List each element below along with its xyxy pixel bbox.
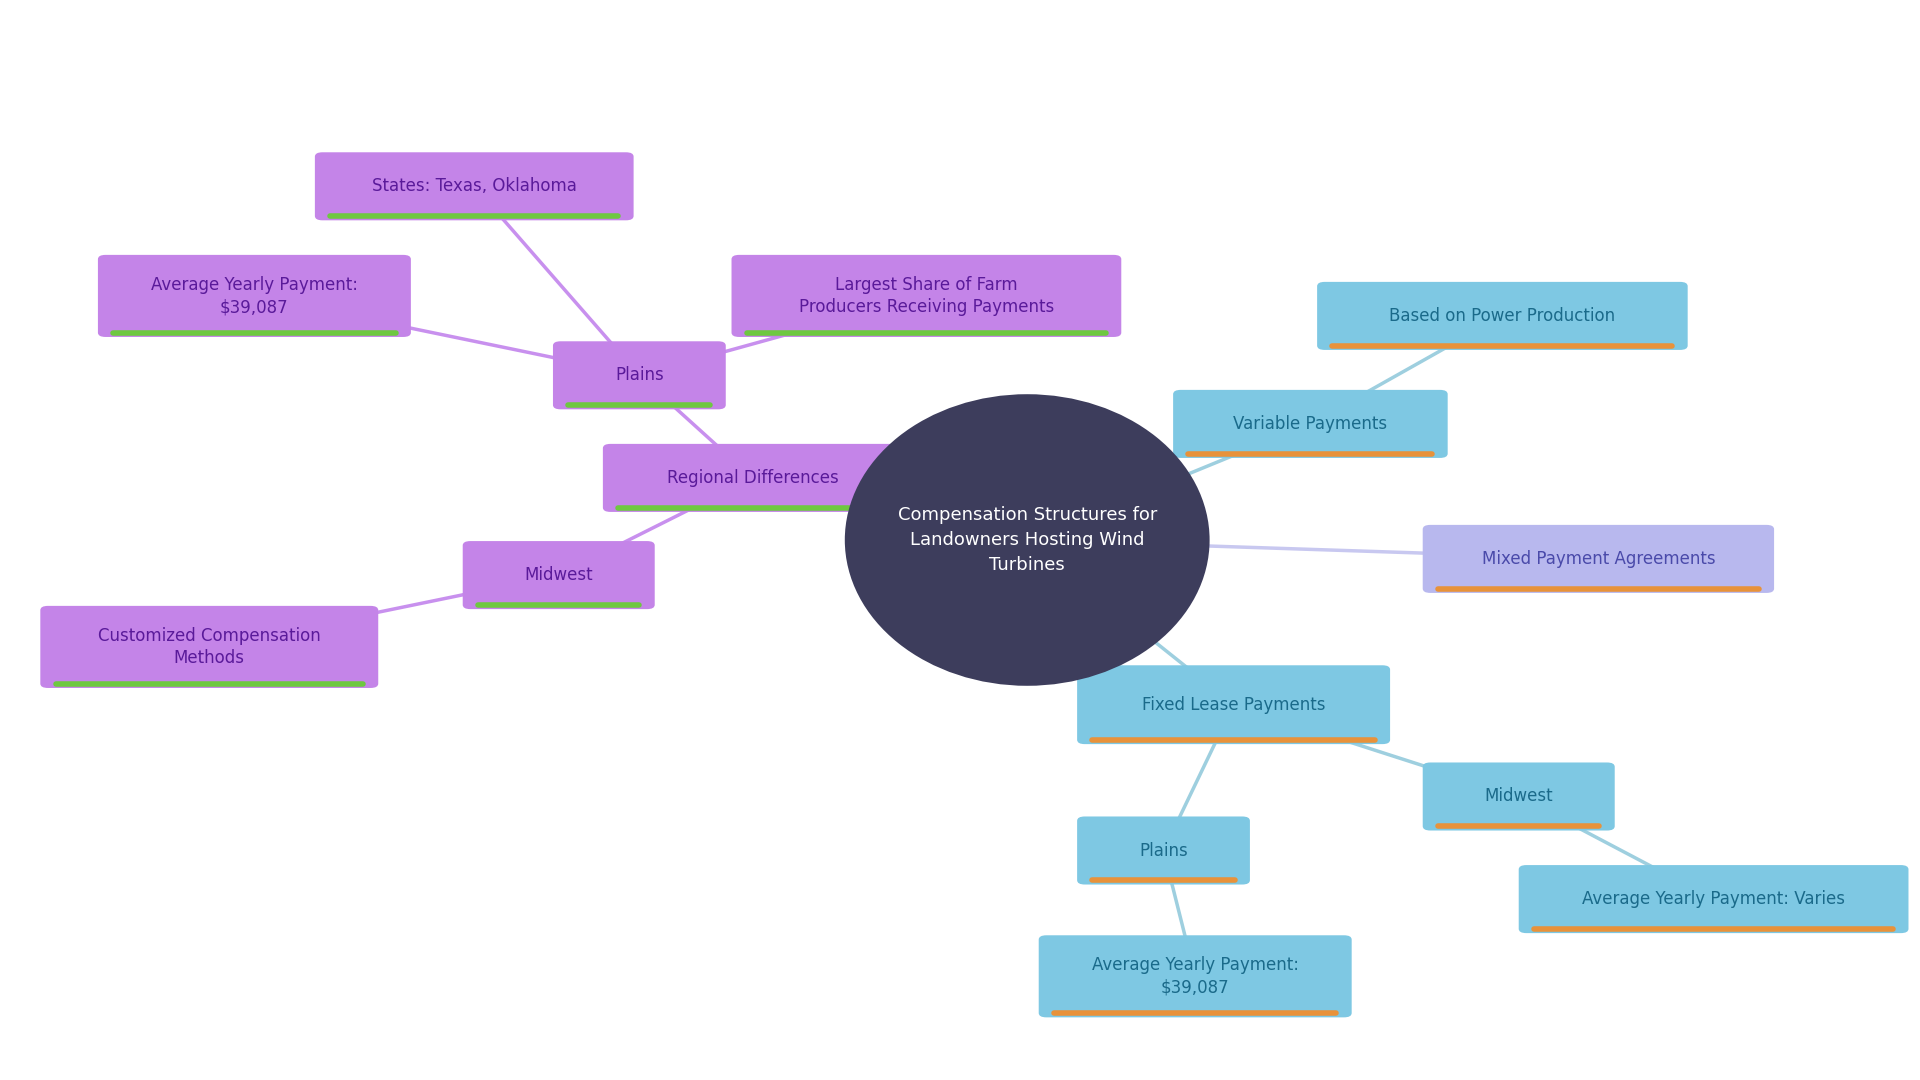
Text: Midwest: Midwest xyxy=(1484,787,1553,806)
Text: Regional Differences: Regional Differences xyxy=(666,469,839,487)
Text: Compensation Structures for
Landowners Hosting Wind
Turbines: Compensation Structures for Landowners H… xyxy=(897,507,1158,573)
Text: Midwest: Midwest xyxy=(524,566,593,584)
FancyBboxPatch shape xyxy=(1519,865,1908,933)
FancyBboxPatch shape xyxy=(40,606,378,688)
FancyBboxPatch shape xyxy=(1173,390,1448,458)
Text: Variable Payments: Variable Payments xyxy=(1233,415,1388,433)
FancyBboxPatch shape xyxy=(1423,762,1615,831)
Text: Average Yearly Payment: Varies: Average Yearly Payment: Varies xyxy=(1582,890,1845,908)
FancyBboxPatch shape xyxy=(732,255,1121,337)
Text: Customized Compensation
Methods: Customized Compensation Methods xyxy=(98,626,321,667)
FancyBboxPatch shape xyxy=(1077,816,1250,885)
FancyBboxPatch shape xyxy=(603,444,902,512)
Text: Based on Power Production: Based on Power Production xyxy=(1390,307,1615,325)
FancyBboxPatch shape xyxy=(1423,525,1774,593)
FancyBboxPatch shape xyxy=(1077,665,1390,744)
Text: Plains: Plains xyxy=(614,366,664,384)
Text: Fixed Lease Payments: Fixed Lease Payments xyxy=(1142,696,1325,714)
FancyBboxPatch shape xyxy=(463,541,655,609)
FancyBboxPatch shape xyxy=(98,255,411,337)
FancyBboxPatch shape xyxy=(315,152,634,220)
FancyBboxPatch shape xyxy=(1039,935,1352,1017)
Text: Average Yearly Payment:
$39,087: Average Yearly Payment: $39,087 xyxy=(152,275,357,316)
Text: Largest Share of Farm
Producers Receiving Payments: Largest Share of Farm Producers Receivin… xyxy=(799,275,1054,316)
FancyBboxPatch shape xyxy=(1317,282,1688,350)
Text: Plains: Plains xyxy=(1139,841,1188,860)
Text: States: Texas, Oklahoma: States: Texas, Oklahoma xyxy=(372,177,576,195)
Text: Mixed Payment Agreements: Mixed Payment Agreements xyxy=(1482,550,1715,568)
Ellipse shape xyxy=(845,394,1210,686)
Text: Average Yearly Payment:
$39,087: Average Yearly Payment: $39,087 xyxy=(1092,956,1298,997)
FancyBboxPatch shape xyxy=(553,341,726,409)
